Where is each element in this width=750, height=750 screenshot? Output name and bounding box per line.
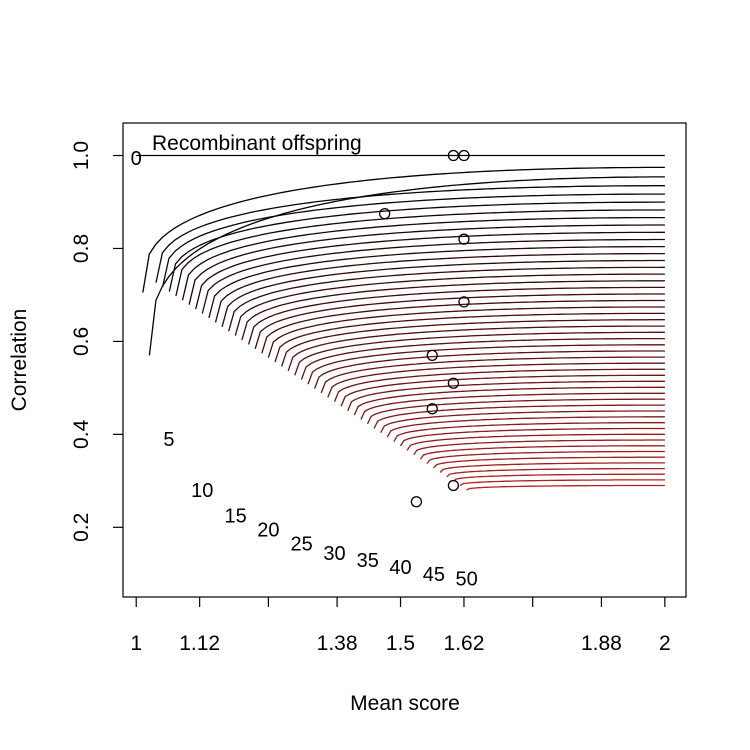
x-tick-label-4: 1.5 bbox=[386, 632, 415, 655]
curve-27 bbox=[313, 350, 665, 389]
curve-12 bbox=[214, 252, 665, 323]
data-point-6 bbox=[447, 377, 460, 389]
y-axis-label: Correlation bbox=[8, 309, 31, 412]
curve-label-5: 5 bbox=[163, 429, 174, 451]
data-point-8 bbox=[447, 479, 460, 492]
curve-34 bbox=[360, 392, 665, 420]
curve-label-35: 35 bbox=[357, 550, 379, 572]
curve-46 bbox=[439, 462, 665, 473]
y-tick-label-1: 0.4 bbox=[70, 419, 93, 449]
curve-label-45: 45 bbox=[423, 564, 445, 586]
curve-41 bbox=[406, 433, 665, 451]
data-point-1 bbox=[458, 149, 470, 162]
curve-4 bbox=[161, 193, 665, 288]
x-axis-label: Mean score bbox=[350, 692, 460, 715]
annotation-recombinant-offspring: Recombinant offspring bbox=[152, 132, 362, 155]
curve-50 bbox=[466, 484, 665, 491]
curve-19 bbox=[261, 299, 665, 354]
y-tick-label-4: 1.0 bbox=[70, 141, 93, 170]
curve-10 bbox=[201, 238, 665, 314]
y-tick-label-3: 0.8 bbox=[70, 234, 93, 263]
curve-39 bbox=[393, 422, 665, 442]
curve-label-40: 40 bbox=[389, 557, 411, 579]
curve-37 bbox=[380, 410, 665, 434]
curve-17 bbox=[247, 286, 665, 345]
x-tick-label-1: 1.12 bbox=[179, 632, 220, 655]
curve-28 bbox=[320, 356, 665, 394]
curve-25 bbox=[300, 337, 665, 380]
curve-label-0: 0 bbox=[131, 148, 142, 170]
x-tick-label-0: 1 bbox=[130, 632, 142, 655]
curve-label-15: 15 bbox=[224, 506, 246, 528]
curve-48 bbox=[452, 473, 665, 482]
data-point-5 bbox=[426, 349, 438, 362]
curve-31 bbox=[340, 374, 665, 407]
curve-13 bbox=[221, 259, 665, 327]
curve-22 bbox=[280, 319, 665, 367]
data-point-9 bbox=[410, 496, 423, 508]
curve-24 bbox=[294, 331, 665, 376]
data-point-3 bbox=[458, 233, 470, 245]
curve-15 bbox=[234, 273, 665, 336]
curve-2 bbox=[148, 176, 665, 356]
plot-frame bbox=[122, 122, 687, 598]
curve-21 bbox=[274, 312, 665, 363]
x-tick-label-8: 2 bbox=[659, 632, 671, 655]
curve-group bbox=[136, 154, 665, 491]
curve-47 bbox=[446, 467, 665, 478]
curve-38 bbox=[386, 416, 665, 438]
curve-5 bbox=[168, 201, 665, 292]
curve-43 bbox=[419, 445, 665, 460]
x-axis: 1 1.12 1.38 1.5 1.62 1.88 2 bbox=[130, 597, 671, 655]
data-point-7 bbox=[426, 403, 438, 415]
curve-45 bbox=[433, 456, 665, 469]
curve-33 bbox=[353, 386, 665, 416]
curve-label-group: 0 5 10 15 20 25 30 35 40 45 50 bbox=[131, 148, 478, 591]
curve-29 bbox=[327, 362, 665, 398]
curve-18 bbox=[254, 293, 665, 349]
curve-42 bbox=[413, 439, 665, 456]
x-tick-label-7: 1.88 bbox=[581, 632, 622, 655]
curve-36 bbox=[373, 404, 665, 429]
y-tick-label-2: 0.6 bbox=[70, 327, 93, 356]
y-tick-label-0: 0.2 bbox=[70, 513, 93, 542]
y-axis: 0.2 0.4 0.6 0.8 1.0 bbox=[70, 141, 123, 542]
curve-32 bbox=[347, 380, 665, 411]
curve-label-10: 10 bbox=[191, 480, 213, 502]
data-point-2 bbox=[379, 207, 391, 220]
curve-23 bbox=[287, 325, 665, 372]
curve-26 bbox=[307, 344, 665, 385]
curve-label-30: 30 bbox=[323, 543, 345, 565]
curve-label-25: 25 bbox=[291, 534, 313, 556]
curve-1 bbox=[142, 166, 665, 293]
curve-6 bbox=[175, 209, 665, 297]
curve-7 bbox=[181, 216, 665, 301]
curve-label-50: 50 bbox=[455, 568, 477, 590]
curve-11 bbox=[208, 245, 665, 319]
curve-8 bbox=[188, 224, 665, 305]
curve-20 bbox=[267, 306, 665, 358]
curve-14 bbox=[228, 266, 665, 332]
x-tick-label-3: 1.38 bbox=[317, 632, 358, 655]
curve-label-20: 20 bbox=[257, 520, 279, 542]
data-point-4 bbox=[458, 296, 470, 308]
point-group bbox=[379, 149, 470, 508]
curve-3 bbox=[155, 185, 665, 283]
curve-44 bbox=[426, 450, 665, 465]
x-tick-label-5: 1.62 bbox=[444, 632, 485, 655]
curve-49 bbox=[459, 479, 665, 487]
curve-40 bbox=[399, 427, 665, 447]
curve-35 bbox=[366, 398, 665, 425]
curve-30 bbox=[333, 368, 665, 403]
curve-9 bbox=[195, 231, 665, 310]
curve-16 bbox=[241, 280, 665, 341]
